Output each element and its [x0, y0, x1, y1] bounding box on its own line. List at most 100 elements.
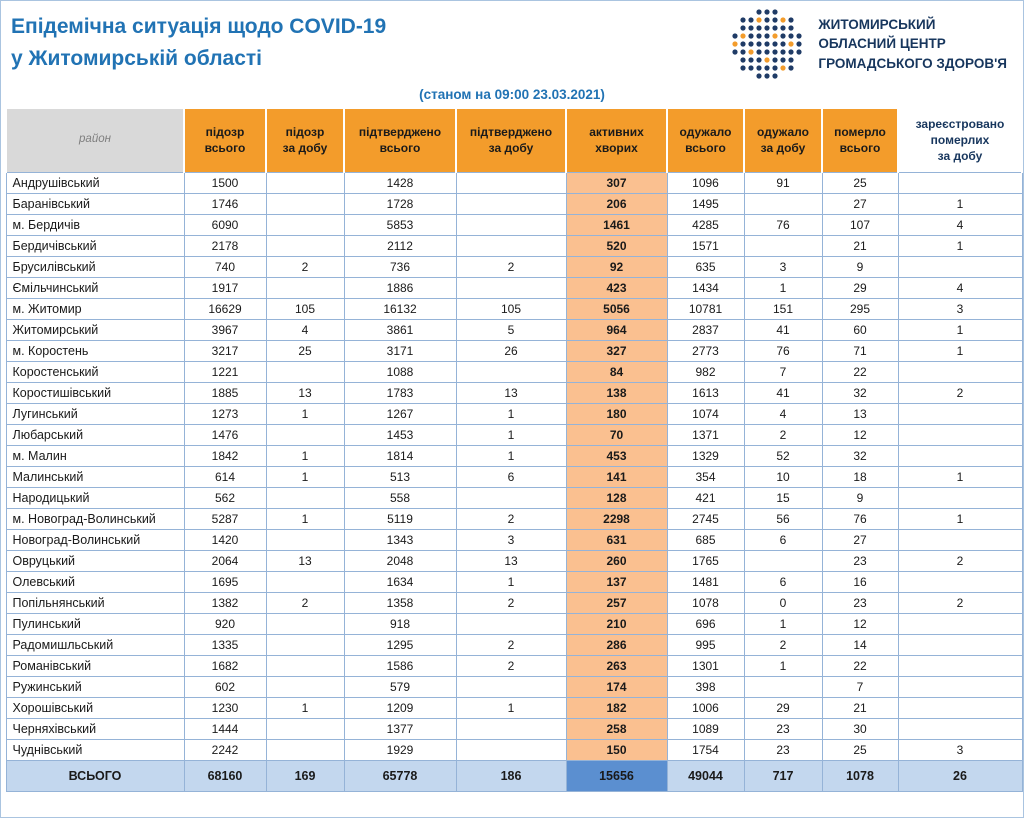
page-title-line2: у Житомирській області	[11, 46, 263, 70]
value-cell: 995	[666, 633, 745, 656]
value-cell: 2	[265, 591, 345, 614]
value-cell	[265, 234, 345, 257]
value-cell: 3	[897, 297, 1023, 320]
value-cell: 2	[455, 255, 567, 278]
district-cell: Народицький	[5, 486, 185, 509]
value-cell: 1634	[343, 570, 457, 593]
district-cell: Овруцький	[5, 549, 185, 572]
value-cell: 21	[821, 234, 899, 257]
value-cell: 4	[743, 402, 823, 425]
value-cell: 23	[743, 738, 823, 761]
value-cell	[455, 213, 567, 236]
value-cell: 25	[265, 339, 345, 362]
value-cell: 1886	[343, 276, 457, 299]
value-cell: 327	[565, 339, 668, 362]
total-label: ВСЬОГО	[5, 759, 185, 792]
value-cell: 10781	[666, 297, 745, 320]
value-cell: 1	[897, 339, 1023, 362]
table-row: Попільнянський 1382 2 1358 2 257 1078 0 23 2	[5, 591, 1023, 614]
value-cell: 1273	[183, 402, 267, 425]
value-cell: 2	[455, 654, 567, 677]
value-cell	[455, 717, 567, 740]
value-cell: 29	[821, 276, 899, 299]
value-cell: 32	[821, 444, 899, 467]
value-cell: 5	[455, 318, 567, 341]
value-cell: 1453	[343, 423, 457, 446]
district-cell: Ємільчинський	[5, 276, 185, 299]
value-cell: 71	[821, 339, 899, 362]
column-header: підтверджено за добу	[455, 107, 567, 173]
value-cell: 29	[743, 696, 823, 719]
table-row: м. Новоград-Волинський 5287 1 5119 2 2298 2745…	[5, 507, 1023, 530]
value-cell: 2	[455, 633, 567, 656]
value-cell	[897, 612, 1023, 635]
value-cell: 30	[821, 717, 899, 740]
value-cell: 13	[265, 549, 345, 572]
value-cell: 685	[666, 528, 745, 551]
value-cell: 286	[565, 633, 668, 656]
value-cell: 1	[265, 465, 345, 488]
value-cell: 2112	[343, 234, 457, 257]
district-cell: Романівський	[5, 654, 185, 677]
value-cell	[897, 528, 1023, 551]
value-cell: 25	[821, 738, 899, 761]
value-cell: 23	[821, 591, 899, 614]
value-cell: 105	[455, 297, 567, 320]
value-cell: 1	[455, 444, 567, 467]
value-cell: 2064	[183, 549, 267, 572]
district-cell: Чуднівський	[5, 738, 185, 761]
column-header: зареєстровано померлих за добу	[897, 107, 1023, 173]
value-cell: 1377	[343, 717, 457, 740]
table-row: Пулинський 920 918 210 696 1 12	[5, 612, 1023, 635]
value-cell: 210	[565, 612, 668, 635]
value-cell	[897, 423, 1023, 446]
total-value-cell: 15656	[565, 759, 668, 792]
value-cell: 1096	[666, 171, 745, 194]
table-row: Хорошівський 1230 1 1209 1 182 1006 29 21	[5, 696, 1023, 719]
value-cell: 1	[897, 192, 1023, 215]
value-cell: 5056	[565, 297, 668, 320]
value-cell	[265, 654, 345, 677]
column-header: підтверджено всього	[343, 107, 457, 173]
value-cell: 107	[821, 213, 899, 236]
table-row: Баранівський 1746 1728 206 1495 27 1	[5, 192, 1023, 215]
value-cell: 1885	[183, 381, 267, 404]
value-cell: 2	[897, 549, 1023, 572]
table-row: м. Бердичів 6090 5853 1461 4285 76 107 4	[5, 213, 1023, 236]
total-value-cell: 717	[743, 759, 823, 792]
value-cell	[455, 486, 567, 509]
value-cell: 23	[743, 717, 823, 740]
table-row: Коростенський 1221 1088 84 982 7 22	[5, 360, 1023, 383]
value-cell: 513	[343, 465, 457, 488]
district-cell: Олевський	[5, 570, 185, 593]
value-cell: 141	[565, 465, 668, 488]
value-cell: 1586	[343, 654, 457, 677]
value-cell: 22	[821, 654, 899, 677]
value-cell: 1420	[183, 528, 267, 551]
value-cell	[897, 675, 1023, 698]
value-cell: 1	[265, 402, 345, 425]
org-name-line3: ГРОМАДСЬКОГО ЗДОРОВ'Я	[818, 55, 1007, 71]
page-title: Епідемічна ситуація щодо COVID-19 у Жито…	[11, 11, 1015, 74]
value-cell	[743, 234, 823, 257]
district-cell: Брусилівський	[5, 255, 185, 278]
value-cell: 12	[821, 423, 899, 446]
district-cell: Малинський	[5, 465, 185, 488]
value-cell: 3171	[343, 339, 457, 362]
value-cell	[455, 192, 567, 215]
covid-stats-table: район підозр всього підозр за добу підтвердже…	[5, 107, 1023, 792]
org-logo-dots-icon	[732, 9, 803, 79]
value-cell	[265, 486, 345, 509]
column-header: одужало за добу	[743, 107, 823, 173]
value-cell: 1209	[343, 696, 457, 719]
table-row: м. Малин 1842 1 1814 1 453 1329 52 32	[5, 444, 1023, 467]
value-cell: 41	[743, 318, 823, 341]
value-cell: 1929	[343, 738, 457, 761]
value-cell	[265, 423, 345, 446]
value-cell: 0	[743, 591, 823, 614]
value-cell: 1481	[666, 570, 745, 593]
value-cell: 18	[821, 465, 899, 488]
value-cell: 1783	[343, 381, 457, 404]
value-cell: 1074	[666, 402, 745, 425]
value-cell: 1495	[666, 192, 745, 215]
